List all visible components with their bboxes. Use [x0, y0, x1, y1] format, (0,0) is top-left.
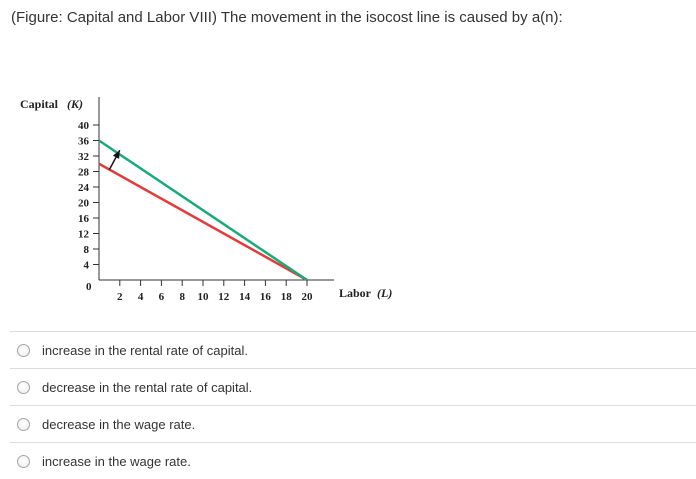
option-increase-rental-rate[interactable]: increase in the rental rate of capital.	[10, 331, 696, 368]
y-tick-label: 40	[78, 120, 90, 132]
y-tick-label: 28	[78, 167, 90, 179]
radio-button[interactable]	[17, 454, 30, 468]
series-lines	[98, 139, 308, 282]
shift-arrow-head	[112, 150, 120, 159]
y-tick-label: 16	[78, 213, 90, 225]
question-text: (Figure: Capital and Labor VIII) The mov…	[11, 9, 563, 26]
option-decrease-rental-rate[interactable]: decrease in the rental rate of capital.	[10, 368, 696, 405]
x-tick-label: 14	[239, 291, 251, 303]
radio-button[interactable]	[17, 343, 30, 357]
x-tick-label: 2	[117, 291, 123, 303]
y-ticks: 4 8 12 16 20 24 28 32 36 40	[78, 120, 99, 272]
x-tick-label: 8	[179, 291, 185, 303]
y-tick-label: 20	[78, 198, 90, 210]
option-label: increase in the wage rate.	[42, 453, 191, 469]
x-tick-label: 10	[198, 291, 210, 303]
isocost-line-new	[98, 139, 308, 282]
y-tick-label: 36	[78, 136, 90, 148]
x-ticks: 2 4 6 8 10 12 14 16 18 20	[117, 280, 313, 303]
option-label: increase in the rental rate of capital.	[42, 342, 248, 358]
y-tick-label: 8	[84, 244, 90, 256]
x-tick-label: 20	[302, 291, 314, 303]
option-decrease-wage-rate[interactable]: decrease in the wage rate.	[10, 405, 696, 442]
y-axis-label-symbol: (K)	[67, 97, 83, 111]
y-tick-label: 24	[78, 182, 90, 194]
isocost-line-original	[98, 162, 308, 282]
x-tick-label: 12	[218, 291, 230, 303]
answer-options: increase in the rental rate of capital. …	[10, 331, 696, 479]
x-tick-label: 6	[159, 291, 165, 303]
y-tick-label: 12	[78, 229, 90, 241]
x-tick-label: 18	[281, 291, 293, 303]
option-label: decrease in the wage rate.	[42, 416, 196, 432]
origin-label: 0	[86, 281, 92, 293]
annotations	[108, 149, 121, 170]
x-axis-label-text: Labor	[339, 286, 372, 300]
x-tick-label: 4	[138, 291, 144, 303]
y-axis-label-text: Capital	[20, 97, 59, 111]
x-tick-label: 16	[260, 291, 272, 303]
radio-button[interactable]	[17, 380, 30, 394]
y-tick-label: 32	[78, 151, 90, 163]
radio-button[interactable]	[17, 417, 30, 431]
axes	[98, 97, 334, 281]
option-label: decrease in the rental rate of capital.	[42, 379, 253, 395]
option-increase-wage-rate[interactable]: increase in the wage rate.	[10, 442, 696, 479]
y-tick-label: 4	[84, 260, 90, 272]
x-axis-label-symbol: (L)	[377, 286, 392, 300]
